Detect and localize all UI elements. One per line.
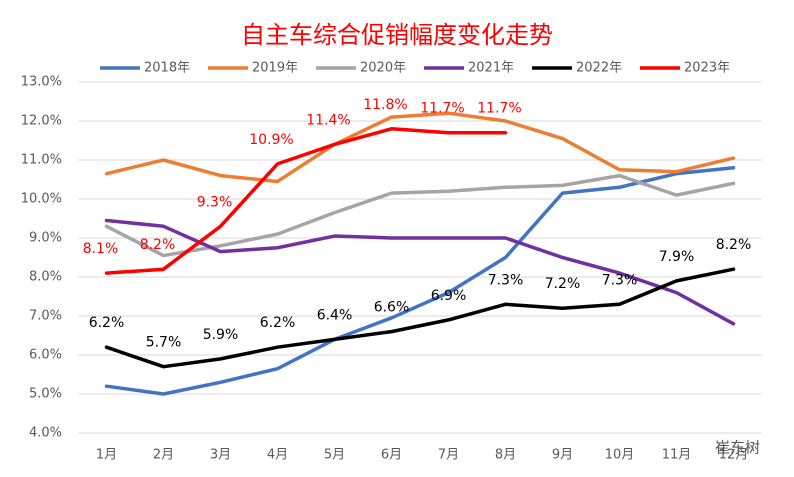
data-label: 7.3%: [488, 272, 524, 288]
x-tick-label: 10月: [605, 448, 635, 463]
data-label: 7.3%: [602, 272, 638, 288]
data-label: 6.9%: [431, 288, 467, 304]
y-tick-label: 9.0%: [29, 231, 62, 246]
y-tick-label: 6.0%: [29, 348, 62, 363]
data-label: 11.7%: [420, 101, 464, 117]
series-line: [104, 127, 508, 275]
watermark: 崔东树: [715, 439, 760, 457]
data-label: 6.6%: [374, 300, 410, 316]
legend-label: 2021年: [468, 61, 514, 76]
series-line: [104, 166, 736, 396]
data-label: 7.2%: [545, 276, 581, 292]
data-label: 6.4%: [317, 307, 353, 323]
data-label: 8.2%: [140, 237, 176, 253]
y-tick-label: 12.0%: [21, 114, 62, 129]
data-label: 11.7%: [477, 101, 521, 117]
data-label: 6.2%: [89, 315, 125, 331]
data-label: 5.9%: [203, 327, 239, 343]
y-tick-label: 11.0%: [21, 153, 62, 168]
y-tick-label: 10.0%: [21, 192, 62, 207]
series-line: [104, 218, 736, 326]
data-label: 8.2%: [716, 237, 752, 253]
data-label: 10.9%: [249, 132, 293, 148]
x-tick-label: 12月: [719, 448, 749, 463]
y-tick-label: 8.0%: [29, 270, 62, 285]
data-label: 8.1%: [83, 241, 119, 257]
x-tick-label: 3月: [210, 448, 231, 463]
x-tick-label: 2月: [153, 448, 174, 463]
x-tick-label: 8月: [495, 448, 516, 463]
series-line: [104, 267, 736, 369]
y-tick-label: 13.0%: [21, 75, 62, 90]
y-tick-label: 5.0%: [29, 387, 62, 402]
legend-label: 2022年: [576, 61, 622, 76]
x-tick-label: 7月: [438, 448, 459, 463]
chart-title: 自主车综合促销幅度变化走势: [241, 21, 553, 49]
data-label: 6.2%: [260, 315, 296, 331]
series-line: [104, 111, 736, 184]
data-label: 11.4%: [306, 112, 350, 128]
x-tick-label: 11月: [662, 448, 692, 463]
x-tick-label: 5月: [324, 448, 345, 463]
legend-label: 2019年: [252, 61, 298, 76]
y-tick-label: 7.0%: [29, 309, 62, 324]
legend-label: 2018年: [144, 61, 190, 76]
data-label: 9.3%: [197, 194, 233, 210]
data-label: 7.9%: [659, 249, 695, 265]
legend-label: 2020年: [360, 61, 406, 76]
data-label: 11.8%: [363, 97, 407, 113]
y-tick-label: 4.0%: [29, 426, 62, 441]
x-tick-label: 6月: [381, 448, 402, 463]
x-tick-label: 4月: [267, 448, 288, 463]
x-tick-label: 1月: [96, 448, 117, 463]
data-label: 5.7%: [146, 335, 182, 351]
legend-label: 2023年: [684, 61, 730, 76]
x-tick-label: 9月: [552, 448, 573, 463]
